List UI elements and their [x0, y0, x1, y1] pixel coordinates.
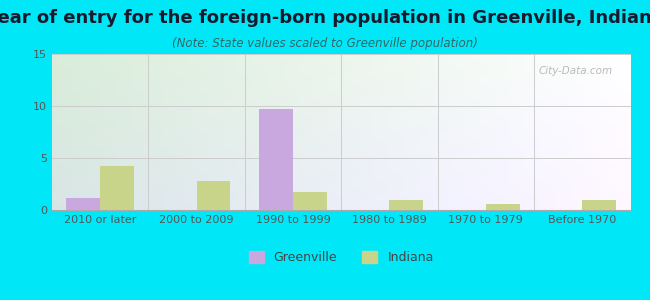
Text: Year of entry for the foreign-born population in Greenville, Indiana: Year of entry for the foreign-born popul…: [0, 9, 650, 27]
Bar: [259, 109, 293, 210]
Bar: [486, 204, 519, 210]
Text: City-Data.com: City-Data.com: [539, 67, 613, 76]
Legend: Greenville, Indiana: Greenville, Indiana: [244, 246, 439, 269]
Bar: [66, 197, 100, 210]
Bar: [293, 192, 327, 210]
Bar: [100, 166, 134, 210]
Bar: [582, 200, 616, 210]
Text: (Note: State values scaled to Greenville population): (Note: State values scaled to Greenville…: [172, 38, 478, 50]
Bar: [389, 200, 423, 210]
Bar: [196, 181, 230, 210]
